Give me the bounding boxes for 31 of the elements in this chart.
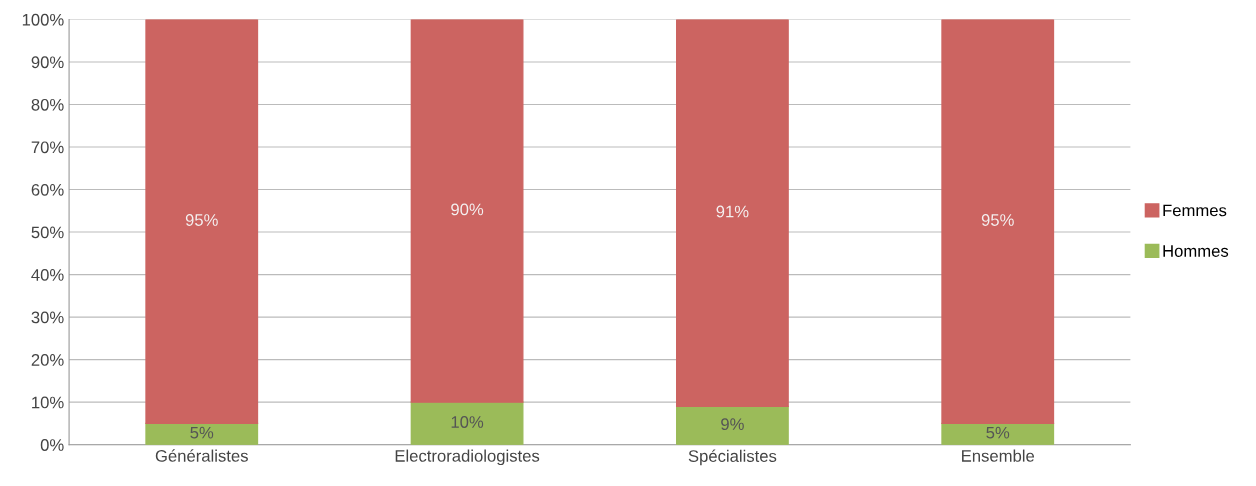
y-tick-label: 70%	[31, 141, 64, 154]
y-tick-label: 60%	[31, 183, 64, 196]
x-tick-label: Généralistes	[155, 449, 248, 462]
bar	[410, 19, 524, 403]
y-tick-label: 90%	[31, 56, 64, 69]
bar	[675, 405, 789, 445]
y-tick-label: 0%	[40, 439, 64, 451]
data-label: 91%	[716, 205, 749, 218]
x-tick-label: Ensemble	[962, 449, 1035, 462]
y-tick-label: 10%	[32, 396, 64, 409]
data-label: 95%	[981, 214, 1014, 226]
data-label: 95%	[185, 214, 218, 226]
data-label: 90%	[451, 203, 484, 216]
y-tick-label: 20%	[31, 354, 64, 366]
legend-label: Femmes	[1163, 204, 1227, 217]
y-tick-label: 80%	[31, 98, 64, 111]
bar	[941, 19, 1055, 425]
data-label: 5%	[986, 426, 1010, 439]
x-tick-label: Spécialistes	[688, 449, 777, 466]
y-tick-label: 100%	[22, 13, 64, 26]
bar	[145, 19, 259, 425]
y-tick-label: 40%	[31, 268, 64, 281]
bar	[675, 19, 789, 408]
x-tick-label: Electroradiologistes	[395, 449, 540, 466]
bar	[410, 401, 524, 445]
y-tick-label: 50%	[31, 226, 64, 239]
data-label: 5%	[190, 426, 214, 439]
legend-label: Hommes	[1163, 245, 1229, 257]
data-label: 10%	[451, 416, 484, 428]
y-tick-label: 30%	[31, 311, 64, 324]
data-label: 9%	[721, 418, 744, 431]
